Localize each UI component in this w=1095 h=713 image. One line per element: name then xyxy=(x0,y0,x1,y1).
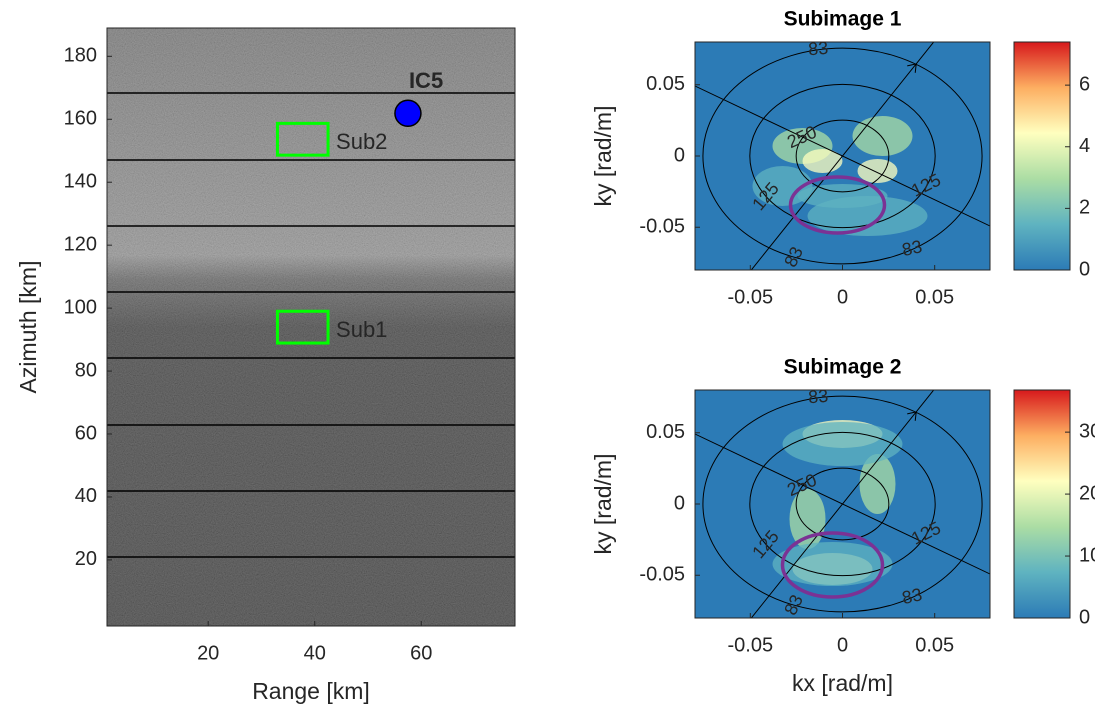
x-axis-label: Range [km] xyxy=(252,678,370,704)
x-tick-label: 0.05 xyxy=(915,634,954,656)
y-tick-label: 120 xyxy=(64,233,97,255)
y-axis-label: Azimuth [km] xyxy=(15,261,41,394)
y-tick-label: 60 xyxy=(75,422,97,444)
y-tick-label: 0 xyxy=(674,144,685,166)
x-tick-label: 40 xyxy=(304,642,326,664)
subimage-label: Sub2 xyxy=(336,129,387,154)
y-tick-label: 0.05 xyxy=(646,73,685,95)
colorbar-tick-label: 0 xyxy=(1079,606,1090,628)
colorbar xyxy=(1014,390,1070,618)
y-tick-label: 180 xyxy=(64,45,97,67)
y-axis-label: ky [rad/m] xyxy=(590,454,616,555)
x-tick-label: -0.05 xyxy=(728,286,774,308)
y-axis-label: ky [rad/m] xyxy=(590,106,616,207)
colorbar-tick-label: 30 xyxy=(1079,420,1095,442)
colorbar-tick-label: 0 xyxy=(1079,258,1090,280)
y-tick-label: -0.05 xyxy=(639,216,685,238)
x-tick-label: 20 xyxy=(197,642,219,664)
y-tick-label: -0.05 xyxy=(639,564,685,586)
colorbar-tick-label: 4 xyxy=(1079,135,1090,157)
contour-label: 83 xyxy=(900,584,924,608)
energy-blob xyxy=(853,116,913,156)
station-label: IC5 xyxy=(409,68,443,93)
y-tick-label: 140 xyxy=(64,171,97,193)
y-tick-label: 80 xyxy=(75,359,97,381)
x-tick-label: 0 xyxy=(837,286,848,308)
x-tick-label: 60 xyxy=(410,642,432,664)
y-tick-label: 160 xyxy=(64,108,97,130)
x-tick-label: 0.05 xyxy=(915,286,954,308)
colorbar-tick-label: 20 xyxy=(1079,482,1095,504)
colorbar-tick-label: 10 xyxy=(1079,544,1095,566)
contour-label: 83 xyxy=(807,386,828,407)
x-axis-label: kx [rad/m] xyxy=(792,670,893,696)
chart-title: Subimage 1 xyxy=(784,8,902,31)
energy-blob xyxy=(808,196,928,236)
x-tick-label: -0.05 xyxy=(728,634,774,656)
colorbar xyxy=(1014,42,1070,270)
contour-label: 83 xyxy=(807,38,828,59)
energy-blob xyxy=(783,422,903,466)
figure: 20406020406080100120140160180Azimuth [km… xyxy=(0,0,1095,713)
y-tick-label: 0 xyxy=(674,492,685,514)
y-tick-label: 0.05 xyxy=(646,421,685,443)
station-marker xyxy=(395,100,421,126)
y-tick-label: 20 xyxy=(75,548,97,570)
subimage-label: Sub1 xyxy=(336,317,387,342)
x-tick-label: 0 xyxy=(837,634,848,656)
spectrum-image xyxy=(548,279,1095,713)
contour-label: 83 xyxy=(900,236,924,260)
colorbar-tick-label: 2 xyxy=(1079,197,1090,219)
chart-title: Subimage 2 xyxy=(784,356,902,379)
colorbar-tick-label: 6 xyxy=(1079,73,1090,95)
y-tick-label: 100 xyxy=(64,296,97,318)
y-tick-label: 40 xyxy=(75,485,97,507)
sar-image xyxy=(107,28,515,626)
